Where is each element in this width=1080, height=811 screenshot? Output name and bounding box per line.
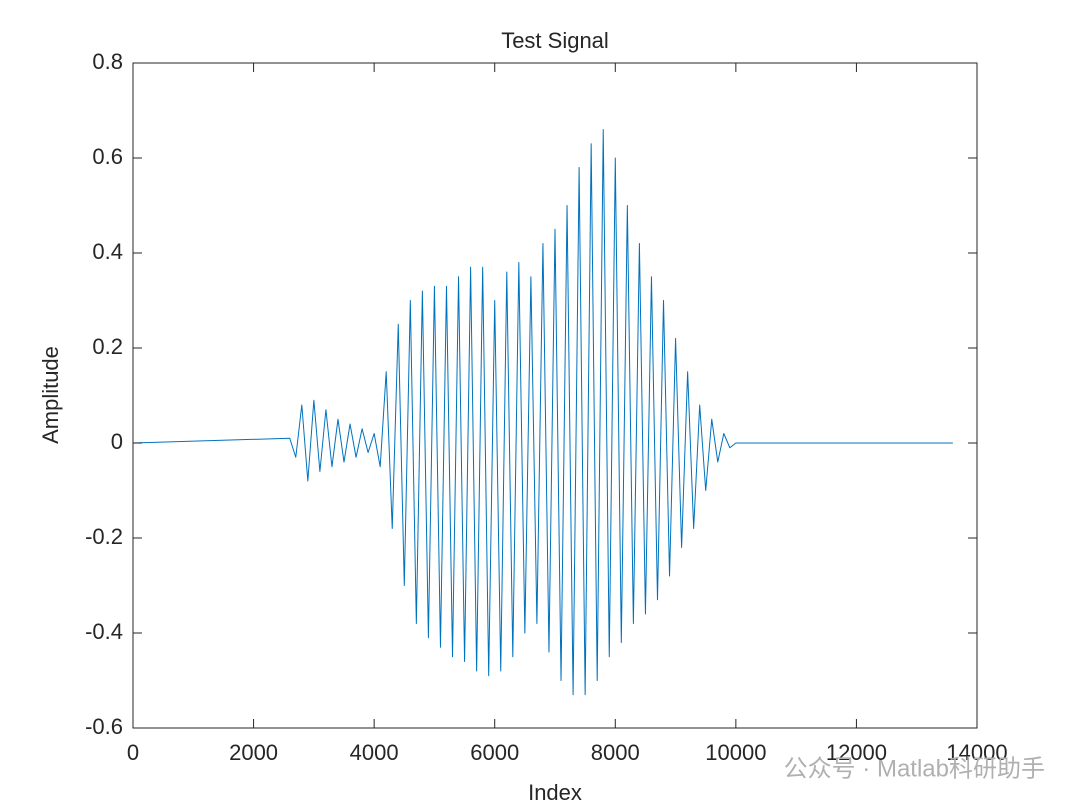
x-tick-label: 6000 (470, 740, 519, 765)
y-tick-label: 0.4 (92, 239, 123, 264)
y-tick-label: 0.2 (92, 334, 123, 359)
x-tick-label: 2000 (229, 740, 278, 765)
chart-title: Test Signal (501, 28, 609, 53)
x-tick-label: 14000 (946, 740, 1007, 765)
x-tick-label: 0 (127, 740, 139, 765)
x-tick-label: 4000 (350, 740, 399, 765)
plot-area: 0 2000 4000 6000 8000 10000 12000 14000 -0.6 -0.4… (85, 49, 1008, 765)
y-tick-label: 0.6 (92, 144, 123, 169)
axes-box (132, 62, 978, 729)
x-axis-label: Index (528, 780, 582, 805)
x-tick-label: 10000 (705, 740, 766, 765)
x-tick-label: 12000 (826, 740, 887, 765)
x-tick-label: 8000 (591, 740, 640, 765)
y-tick-label: 0 (111, 429, 123, 454)
y-axis-label: Amplitude (38, 346, 63, 444)
y-tick-label: -0.2 (85, 524, 123, 549)
y-tick-label: -0.4 (85, 619, 123, 644)
y-tick-label: -0.6 (85, 714, 123, 739)
y-tick-label: 0.8 (92, 49, 123, 74)
signal-line (132, 129, 953, 696)
watermark: 公众号 · Matlab科研助手 (784, 755, 1045, 782)
